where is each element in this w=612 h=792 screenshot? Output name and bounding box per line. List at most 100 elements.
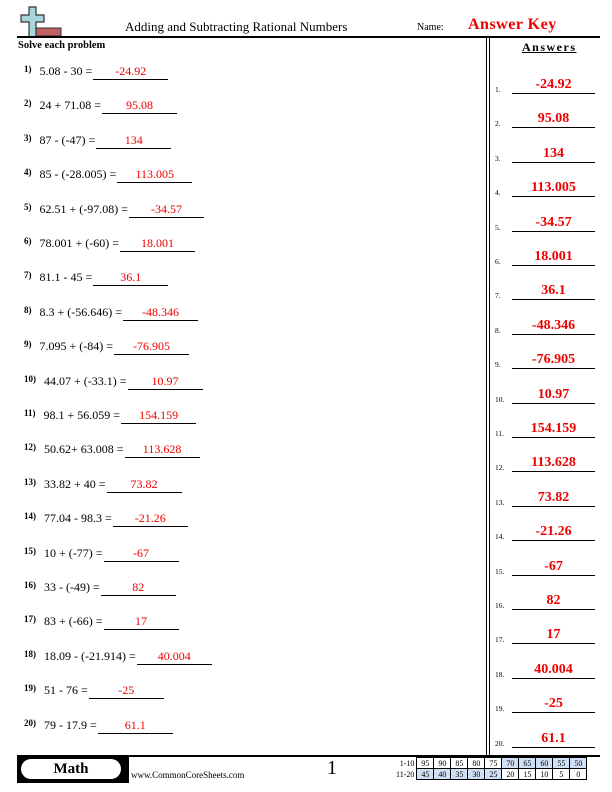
problem-answer[interactable]: 10.97 <box>127 374 203 390</box>
problem-row: 20) 79 - 17.9 = 61.1 <box>24 718 173 738</box>
problem-expression: 83 + (-66) = <box>44 614 103 629</box>
problem-number: 3) <box>24 132 32 143</box>
problem-number: 14) <box>24 511 36 522</box>
score-cell: 65 <box>518 757 537 769</box>
answer-value[interactable]: -48.346 <box>512 318 595 335</box>
answer-value[interactable]: 154.159 <box>512 421 595 438</box>
answer-value[interactable]: 17 <box>512 627 595 645</box>
problem-row: 10) 44.07 + (-33.1) = 10.97 <box>24 374 203 394</box>
problem-answer[interactable]: -48.346 <box>123 305 199 321</box>
problem-number: 7) <box>24 270 32 281</box>
problem-answer[interactable]: -67 <box>103 546 179 562</box>
score-cell: 5 <box>552 768 571 780</box>
answer-value[interactable]: -25 <box>512 696 595 714</box>
problem-expression: 81.1 - 45 = <box>39 270 93 285</box>
score-cell: 50 <box>569 757 588 769</box>
answer-value[interactable]: 40.004 <box>512 662 595 679</box>
problem-answer[interactable]: 95.08 <box>102 98 178 115</box>
problem-answer[interactable]: -21.26 <box>112 511 188 528</box>
problem-row: 3) 87 - (-47) = 134 <box>24 132 172 153</box>
problem-number: 19) <box>24 683 36 694</box>
problem-answer[interactable]: 36.1 <box>93 270 169 287</box>
problem-expression: 5.08 - 30 = <box>39 64 93 78</box>
answer-value[interactable]: -21.26 <box>512 524 595 542</box>
answer-value[interactable]: 134 <box>512 146 595 163</box>
answer-value[interactable]: -24.92 <box>512 77 595 94</box>
problem-answer[interactable]: 113.628 <box>124 442 200 459</box>
problem-expression: 8.3 + (-56.646) = <box>39 304 123 319</box>
answer-row: 15. -67 <box>495 556 600 576</box>
answer-row: 10. 10.97 <box>495 384 600 404</box>
problem-expression: 18.09 - (-21.914) = <box>44 648 136 663</box>
problem-row: 14) 77.04 - 98.3 = -21.26 <box>24 511 188 531</box>
problem-answer[interactable]: -25 <box>88 683 164 700</box>
answer-row: 9. -76.905 <box>495 349 600 370</box>
problem-expression: 79 - 17.9 = <box>44 717 97 732</box>
problem-expression: 24 + 71.08 = <box>39 98 102 113</box>
problem-answer[interactable]: 18.001 <box>120 236 196 252</box>
problem-expression: 51 - 76 = <box>44 683 88 698</box>
answer-row: 14. -21.26 <box>495 521 600 542</box>
problem-answer[interactable]: 17 <box>103 614 179 631</box>
answer-value[interactable]: 36.1 <box>512 283 595 301</box>
answer-value[interactable]: 18.001 <box>512 249 595 266</box>
problem-answer[interactable]: -24.92 <box>93 64 169 80</box>
problem-answer[interactable]: 73.82 <box>106 477 182 493</box>
score-cell: 70 <box>501 757 520 769</box>
answer-number: 19. <box>495 704 505 714</box>
answer-row: 8. -48.346 <box>495 315 600 335</box>
problem-answer[interactable]: -76.905 <box>114 339 190 356</box>
score-cell: 10 <box>535 768 554 780</box>
answer-value[interactable]: 113.005 <box>512 180 595 198</box>
problem-answer[interactable]: 40.004 <box>136 649 212 665</box>
problem-expression: 44.07 + (-33.1) = <box>44 373 127 388</box>
answer-value[interactable]: -76.905 <box>512 352 595 370</box>
column-divider <box>489 37 490 757</box>
problem-number: 17) <box>24 614 36 625</box>
answer-number: 12. <box>495 463 505 473</box>
problem-number: 20) <box>24 717 36 728</box>
page-number: 1 <box>327 757 337 779</box>
answer-row: 4. 113.005 <box>495 177 600 198</box>
answer-number: 5. <box>495 222 501 232</box>
footer-divider <box>17 755 600 757</box>
problem-row: 13) 33.82 + 40 = 73.82 <box>24 477 182 497</box>
problem-answer[interactable]: 134 <box>96 133 172 149</box>
answer-number: 8. <box>495 325 501 335</box>
problem-expression: 85 - (-28.005) = <box>39 167 117 182</box>
problem-answer[interactable]: 113.005 <box>117 167 193 184</box>
problem-answer[interactable]: 61.1 <box>97 718 173 734</box>
score-cell: 40 <box>433 768 452 780</box>
problem-row: 18) 18.09 - (-21.914) = 40.004 <box>24 649 212 669</box>
answer-row: 6. 18.001 <box>495 246 600 266</box>
problem-answer[interactable]: 82 <box>100 580 176 596</box>
answer-row: 12. 113.628 <box>495 452 600 473</box>
answer-value[interactable]: 113.628 <box>512 455 595 473</box>
answer-number: 6. <box>495 257 501 266</box>
answer-row: 2. 95.08 <box>495 108 600 129</box>
answer-number: 10. <box>495 394 505 404</box>
problem-answer[interactable]: -34.57 <box>129 202 205 218</box>
problem-row: 19) 51 - 76 = -25 <box>24 683 164 703</box>
answer-number: 2. <box>495 119 501 129</box>
answer-value[interactable]: 73.82 <box>512 490 595 507</box>
problem-number: 2) <box>24 98 32 109</box>
problem-number: 9) <box>24 339 32 350</box>
problem-answer[interactable]: 154.159 <box>121 408 197 424</box>
problem-expression: 98.1 + 56.059 = <box>43 408 121 422</box>
answer-number: 1. <box>495 85 501 94</box>
subject-label: Math <box>21 759 121 779</box>
answer-value[interactable]: 95.08 <box>512 111 595 129</box>
answer-number: 13. <box>495 497 505 507</box>
answer-number: 7. <box>495 291 501 301</box>
answer-value[interactable]: 61.1 <box>512 731 595 748</box>
score-row-label: 11-20 <box>396 769 415 779</box>
answer-value[interactable]: -67 <box>512 559 595 576</box>
website-link[interactable]: www.CommonCoreSheets.com <box>131 770 245 780</box>
answer-value[interactable]: 10.97 <box>512 387 595 404</box>
answer-number: 3. <box>495 153 501 163</box>
answer-value[interactable]: -34.57 <box>512 215 595 232</box>
answer-value[interactable]: 82 <box>512 593 595 610</box>
score-cell: 85 <box>450 757 469 769</box>
problem-row: 12) 50.62+ 63.008 = 113.628 <box>24 442 200 462</box>
